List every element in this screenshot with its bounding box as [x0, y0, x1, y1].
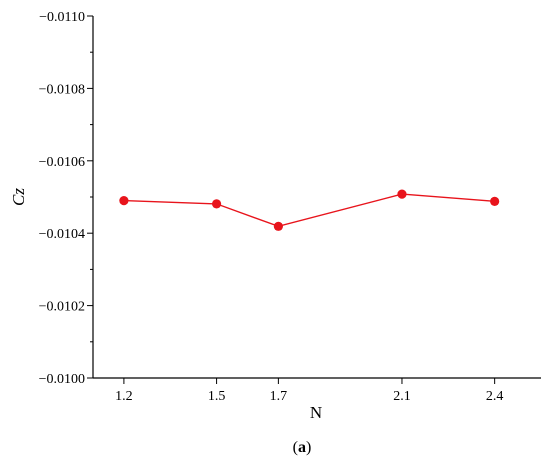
y-tick-label: −0.0102	[39, 300, 85, 315]
axes	[92, 16, 541, 379]
y-tick-label: −0.0110	[39, 10, 85, 25]
x-tick-label: 1.7	[270, 389, 288, 404]
data-point	[273, 221, 283, 231]
data-point	[119, 196, 129, 206]
figure-caption: (a)	[293, 439, 312, 456]
series-line	[123, 193, 495, 228]
y-axis-ticks: −0.0100 −0.0102 −0.0104 −0.0106 −0.0108 −0.01…	[39, 10, 93, 387]
data-point	[211, 199, 222, 209]
y-tick-label: −0.0108	[39, 82, 85, 97]
series	[119, 189, 500, 231]
x-tick-label: 2.1	[393, 389, 411, 404]
x-axis-title: N	[310, 403, 322, 422]
data-point	[490, 196, 500, 206]
x-tick-label: 1.2	[115, 389, 133, 404]
x-tick-label: 1.5	[208, 389, 226, 404]
x-tick-label: 2.4	[486, 389, 504, 404]
y-tick-label: −0.0104	[39, 227, 85, 242]
y-tick-label: −0.0100	[39, 372, 85, 387]
y-axis-title: Cz	[9, 188, 28, 206]
data-point	[397, 189, 407, 199]
x-axis-ticks: 1.2 1.5 1.7 2.1 2.4	[115, 378, 503, 404]
y-tick-label: −0.0106	[39, 155, 85, 170]
